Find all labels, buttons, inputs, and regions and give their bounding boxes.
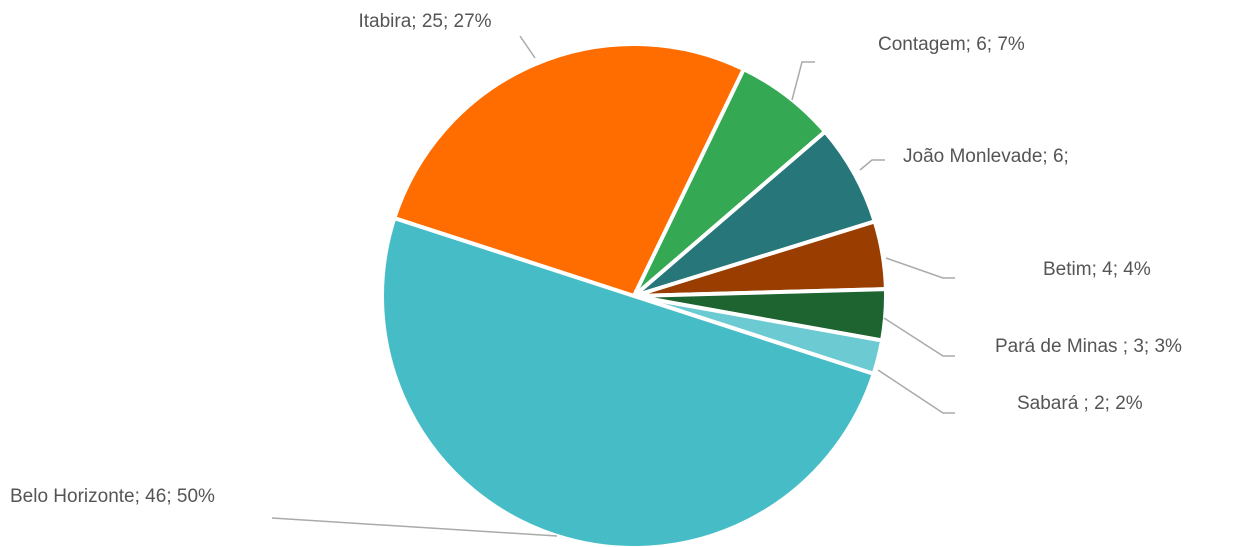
leader-line [859, 159, 885, 171]
leader-line [519, 35, 536, 59]
slice-label: Pará de Minas ; 3; 3% [995, 336, 1182, 357]
leader-line [885, 257, 955, 279]
slice-label: Itabira; 25; 27% [358, 11, 491, 32]
leader-line [791, 61, 815, 101]
leader-line [877, 369, 955, 414]
slice-label: Sabará ; 2; 2% [1017, 393, 1143, 414]
leader-line [883, 317, 955, 357]
slice-label: Belo Horizonte; 46; 50% [10, 486, 215, 507]
leader-line [271, 517, 558, 537]
slice-label: Betim; 4; 4% [1043, 259, 1151, 280]
slice-label: Contagem; 6; 7% [878, 34, 1025, 55]
slice-label: João Monlevade; 6; [903, 146, 1069, 167]
pie-slice [392, 42, 746, 298]
